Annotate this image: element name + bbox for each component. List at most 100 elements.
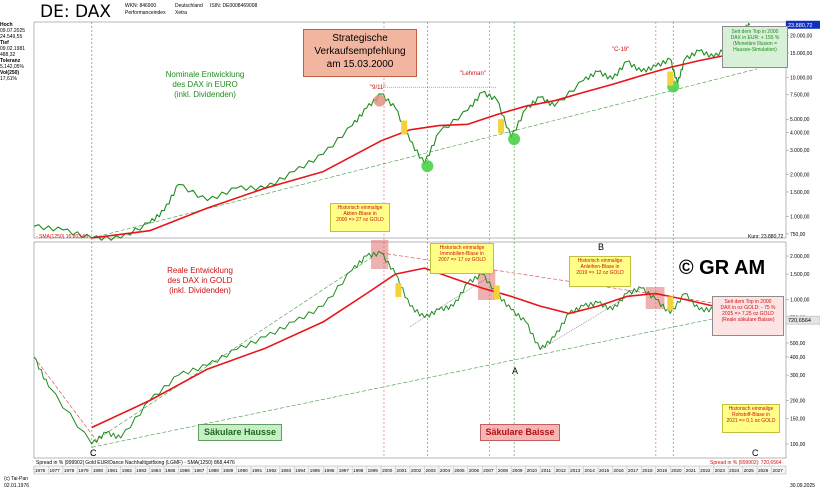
- rohstoff-blase-note: Historisch einmalige Rohstoff-Blase in 2…: [722, 404, 780, 433]
- x-tick-label-30: 2006: [469, 468, 480, 473]
- wkn-label: WKN: 846900: [125, 3, 157, 9]
- immo-note-line-3: 2007 => 17 oz GOLD: [438, 257, 486, 263]
- x-tick-label-17: 1993: [281, 468, 292, 473]
- x-tick-label-48: 2024: [729, 468, 740, 473]
- top-tick-label-6: 3.000,00: [790, 148, 810, 154]
- x-tick-label-0: 1976: [35, 468, 46, 473]
- bottom-2001-marker: [395, 283, 402, 298]
- bottom-series-sma-line: [91, 267, 750, 429]
- x-tick-label-49: 2025: [744, 468, 755, 473]
- rec-line-1: Strategische: [332, 33, 388, 44]
- baisse-label: Säkulare Baisse: [480, 424, 560, 441]
- bottom-tick-label-5: 400,00: [790, 355, 806, 361]
- top-tick-label-7: 2.000,00: [790, 173, 810, 179]
- top-tick-label-3: 7.500,00: [790, 93, 810, 99]
- x-tick-label-51: 2027: [773, 468, 784, 473]
- immo-note-line-1: Historisch einmalige: [439, 245, 485, 251]
- top-tick-label-10: 750,00: [790, 232, 806, 238]
- top-last-value-flag: [786, 20, 820, 29]
- x-tick-label-20: 1996: [324, 468, 335, 473]
- x-tick-label-23: 1999: [368, 468, 379, 473]
- nominal-note-box: Seit dem Top in 2000 DAX in EUR: + 155 %…: [722, 26, 788, 68]
- bottom-2008-marker: [493, 285, 500, 300]
- x-tick-label-10: 1986: [180, 468, 191, 473]
- label-c19: "C-19": [612, 47, 630, 53]
- bottom-support-trendline: [91, 309, 758, 448]
- x-tick-label-33: 2009: [512, 468, 523, 473]
- top-tick-label-2: 10.000,00: [790, 75, 812, 81]
- top-2009-low-marker: [508, 133, 521, 146]
- top-911-marker: [401, 120, 408, 135]
- isin-label: ISIN: DE0008469008: [210, 3, 258, 9]
- top-tick-label-1: 15.000,00: [790, 51, 812, 57]
- bottom-tick-label-7: 200,00: [790, 398, 806, 404]
- x-tick-label-37: 2013: [570, 468, 581, 473]
- bottom-panel-title: Reale Entwicklung des DAX in GOLD (inkl.…: [135, 266, 265, 296]
- x-tick-label-9: 1985: [165, 468, 176, 473]
- rohstoff-note-line-3: 2021 => 0,1 oz GOLD: [726, 418, 776, 424]
- rohstoff-note-line-2: Rohstoff-Blase in: [732, 412, 770, 418]
- bottom-tick-label-9: 100,00: [790, 442, 806, 448]
- top-tick-label-4: 5.000,00: [790, 117, 810, 123]
- instrument-title: DE: DAX: [40, 2, 112, 22]
- x-tick-label-36: 2012: [556, 468, 567, 473]
- bottom-tick-label-8: 150,00: [790, 417, 806, 423]
- nominal-note-line-1: Seit dem Top in 2000: [731, 29, 779, 35]
- x-tick-label-7: 1983: [136, 468, 147, 473]
- bottom-last-value-flag: [785, 315, 820, 325]
- aktien-note-line-2: Aktien-Blase in: [343, 211, 377, 217]
- top-tick-label-0: 20.000,00: [790, 33, 812, 39]
- x-tick-label-38: 2014: [585, 468, 596, 473]
- bottom-tick-label-6: 300,00: [790, 373, 806, 379]
- immo-note-line-2: Immobilien-Blase in: [440, 251, 484, 257]
- x-tick-label-26: 2002: [411, 468, 422, 473]
- point-b-label: B: [598, 242, 605, 252]
- nominal-note-line-3: (Monetäre Illusion =: [732, 41, 778, 47]
- bottom-rise-dotted-2: [540, 287, 642, 350]
- x-tick-label-35: 2011: [541, 468, 551, 473]
- stats-sidebar: Hoch 09.07.2025 24.549,55 Tief 09.02.198…: [0, 22, 32, 82]
- x-tick-label-45: 2021: [686, 468, 697, 473]
- top-title-line-2: des DAX in EURO: [172, 80, 238, 89]
- top-lehman-marker: [498, 119, 505, 134]
- hoch-value: 24.549,55: [0, 34, 23, 40]
- bottom-panel-frame: [33, 241, 787, 459]
- top-last-value-text: 23.880,72: [788, 23, 812, 29]
- top-2003-low-marker: [421, 160, 434, 173]
- nominal-note-line-4: Hausse-Simulation): [733, 47, 777, 53]
- label-911: "9/11": [370, 85, 386, 91]
- top-series-dax-line: [33, 22, 751, 241]
- top-series-sma-line: [91, 45, 751, 239]
- x-tick-label-41: 2017: [628, 468, 639, 473]
- x-tick-label-24: 2000: [382, 468, 393, 473]
- top-tick-label-8: 1.500,00: [790, 190, 810, 196]
- bottom-tick-label-4: 500,00: [790, 341, 806, 347]
- x-tick-label-40: 2016: [613, 468, 624, 473]
- top-sma-label: - SMA(1250) 16.803,66: [36, 234, 88, 240]
- x-tick-label-12: 1988: [209, 468, 220, 473]
- real-note-line-3: 2025 => 7,25 oz GOLD: [722, 311, 774, 317]
- rec-line-2: Verkaufsempfehlung: [314, 46, 406, 57]
- rohstoff-note-line-1: Historisch einmalige: [728, 406, 774, 412]
- x-tick-label-44: 2020: [671, 468, 682, 473]
- x-tick-label-11: 1987: [194, 468, 205, 473]
- anleihen-blase-note: Historisch einmalige Anleihen-Blase in 2…: [569, 256, 631, 287]
- top-kurs-label: Kurs: 23.880,72: [748, 234, 784, 240]
- tief-date: 09.02.1981: [0, 46, 26, 52]
- point-c-left-label: C: [90, 448, 97, 458]
- type-label: Performanceindex: [125, 10, 166, 16]
- bottom-footer-left: Spread in % |999902| Gold EUR/Dance Nach…: [36, 460, 235, 466]
- end-date-label: 30.09.2025: [790, 483, 816, 489]
- exchange-label: Xetra: [175, 10, 187, 16]
- x-tick-label-29: 2005: [454, 468, 465, 473]
- x-tick-label-2: 1978: [64, 468, 75, 473]
- x-tick-label-47: 2023: [715, 468, 726, 473]
- anleihen-note-line-1: Historisch einmalige: [577, 258, 623, 264]
- x-tick-label-31: 2007: [483, 468, 494, 473]
- x-tick-label-43: 2019: [657, 468, 668, 473]
- tief-value: 488,32: [0, 52, 16, 58]
- top-panel-title: Nominale Entwicklung des DAX in EURO (in…: [140, 70, 270, 100]
- x-tick-label-50: 2026: [758, 468, 769, 473]
- hoch-date: 09.07.2025: [0, 28, 26, 34]
